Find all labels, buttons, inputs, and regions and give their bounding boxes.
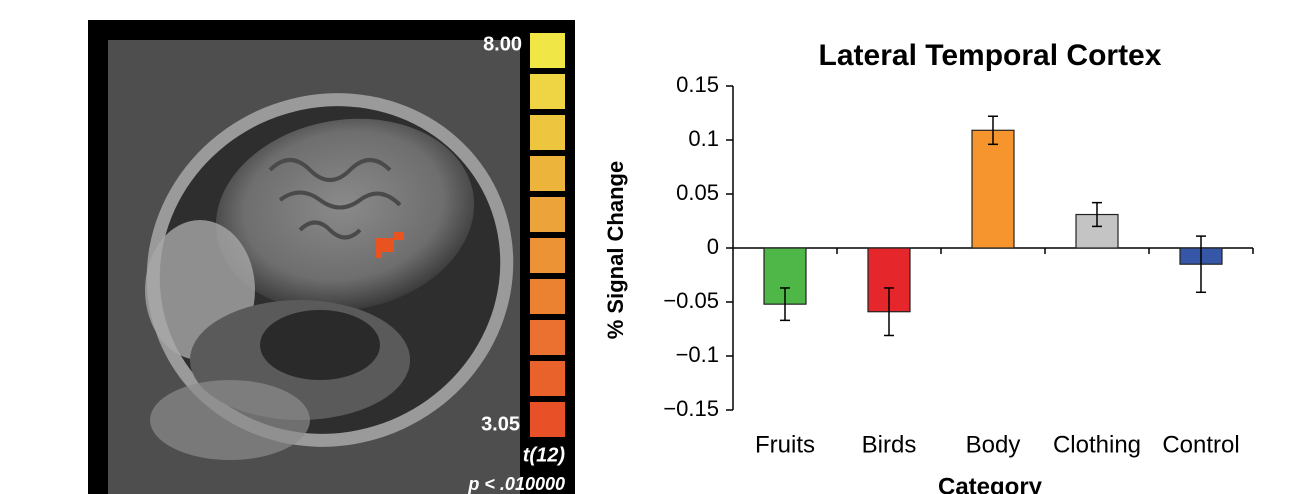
colorbar-swatch xyxy=(530,115,565,150)
colorbar-swatch xyxy=(530,361,565,396)
colorbar-swatch xyxy=(530,33,565,68)
y-tick-label: −0.15 xyxy=(663,396,719,421)
bar-chart: Lateral Temporal Cortex Category % Signa… xyxy=(603,39,1253,494)
colorbar-max: 8.00 xyxy=(483,33,522,55)
x-axis-label: Category xyxy=(938,473,1043,494)
figure: 8.00 3.05 t(12) p < .010000 Lateral Temp… xyxy=(0,0,1301,494)
colorbar-swatch xyxy=(530,74,565,109)
y-axis-label: % Signal Change xyxy=(603,161,628,339)
colorbar-swatch xyxy=(530,279,565,314)
x-tick-label: Clothing xyxy=(1053,431,1141,458)
y-tick-label: 0.1 xyxy=(688,126,719,151)
brain-panel: 8.00 3.05 t(12) p < .010000 xyxy=(88,20,575,494)
colorbar-min: 3.05 xyxy=(481,413,520,435)
y-tick-label: −0.1 xyxy=(676,342,719,367)
y-tick-label: 0.05 xyxy=(676,180,719,205)
bar xyxy=(972,130,1014,248)
y-tick-label: −0.05 xyxy=(663,288,719,313)
y-tick-label: 0.15 xyxy=(676,72,719,97)
x-tick-label: Control xyxy=(1162,431,1239,458)
colorbar-swatch xyxy=(530,238,565,273)
y-tick-label: 0 xyxy=(707,234,719,259)
colorbar-swatch xyxy=(530,197,565,232)
x-tick-label: Body xyxy=(966,431,1021,458)
colorbar-swatch xyxy=(530,156,565,191)
threshold-label: p < .010000 xyxy=(467,474,565,494)
chart-title: Lateral Temporal Cortex xyxy=(819,39,1162,72)
colorbar-swatch xyxy=(530,402,565,437)
colorbar-swatch xyxy=(530,320,565,355)
statistic-label: t(12) xyxy=(523,444,566,466)
x-tick-label: Birds xyxy=(862,431,917,458)
x-tick-label: Fruits xyxy=(755,431,815,458)
